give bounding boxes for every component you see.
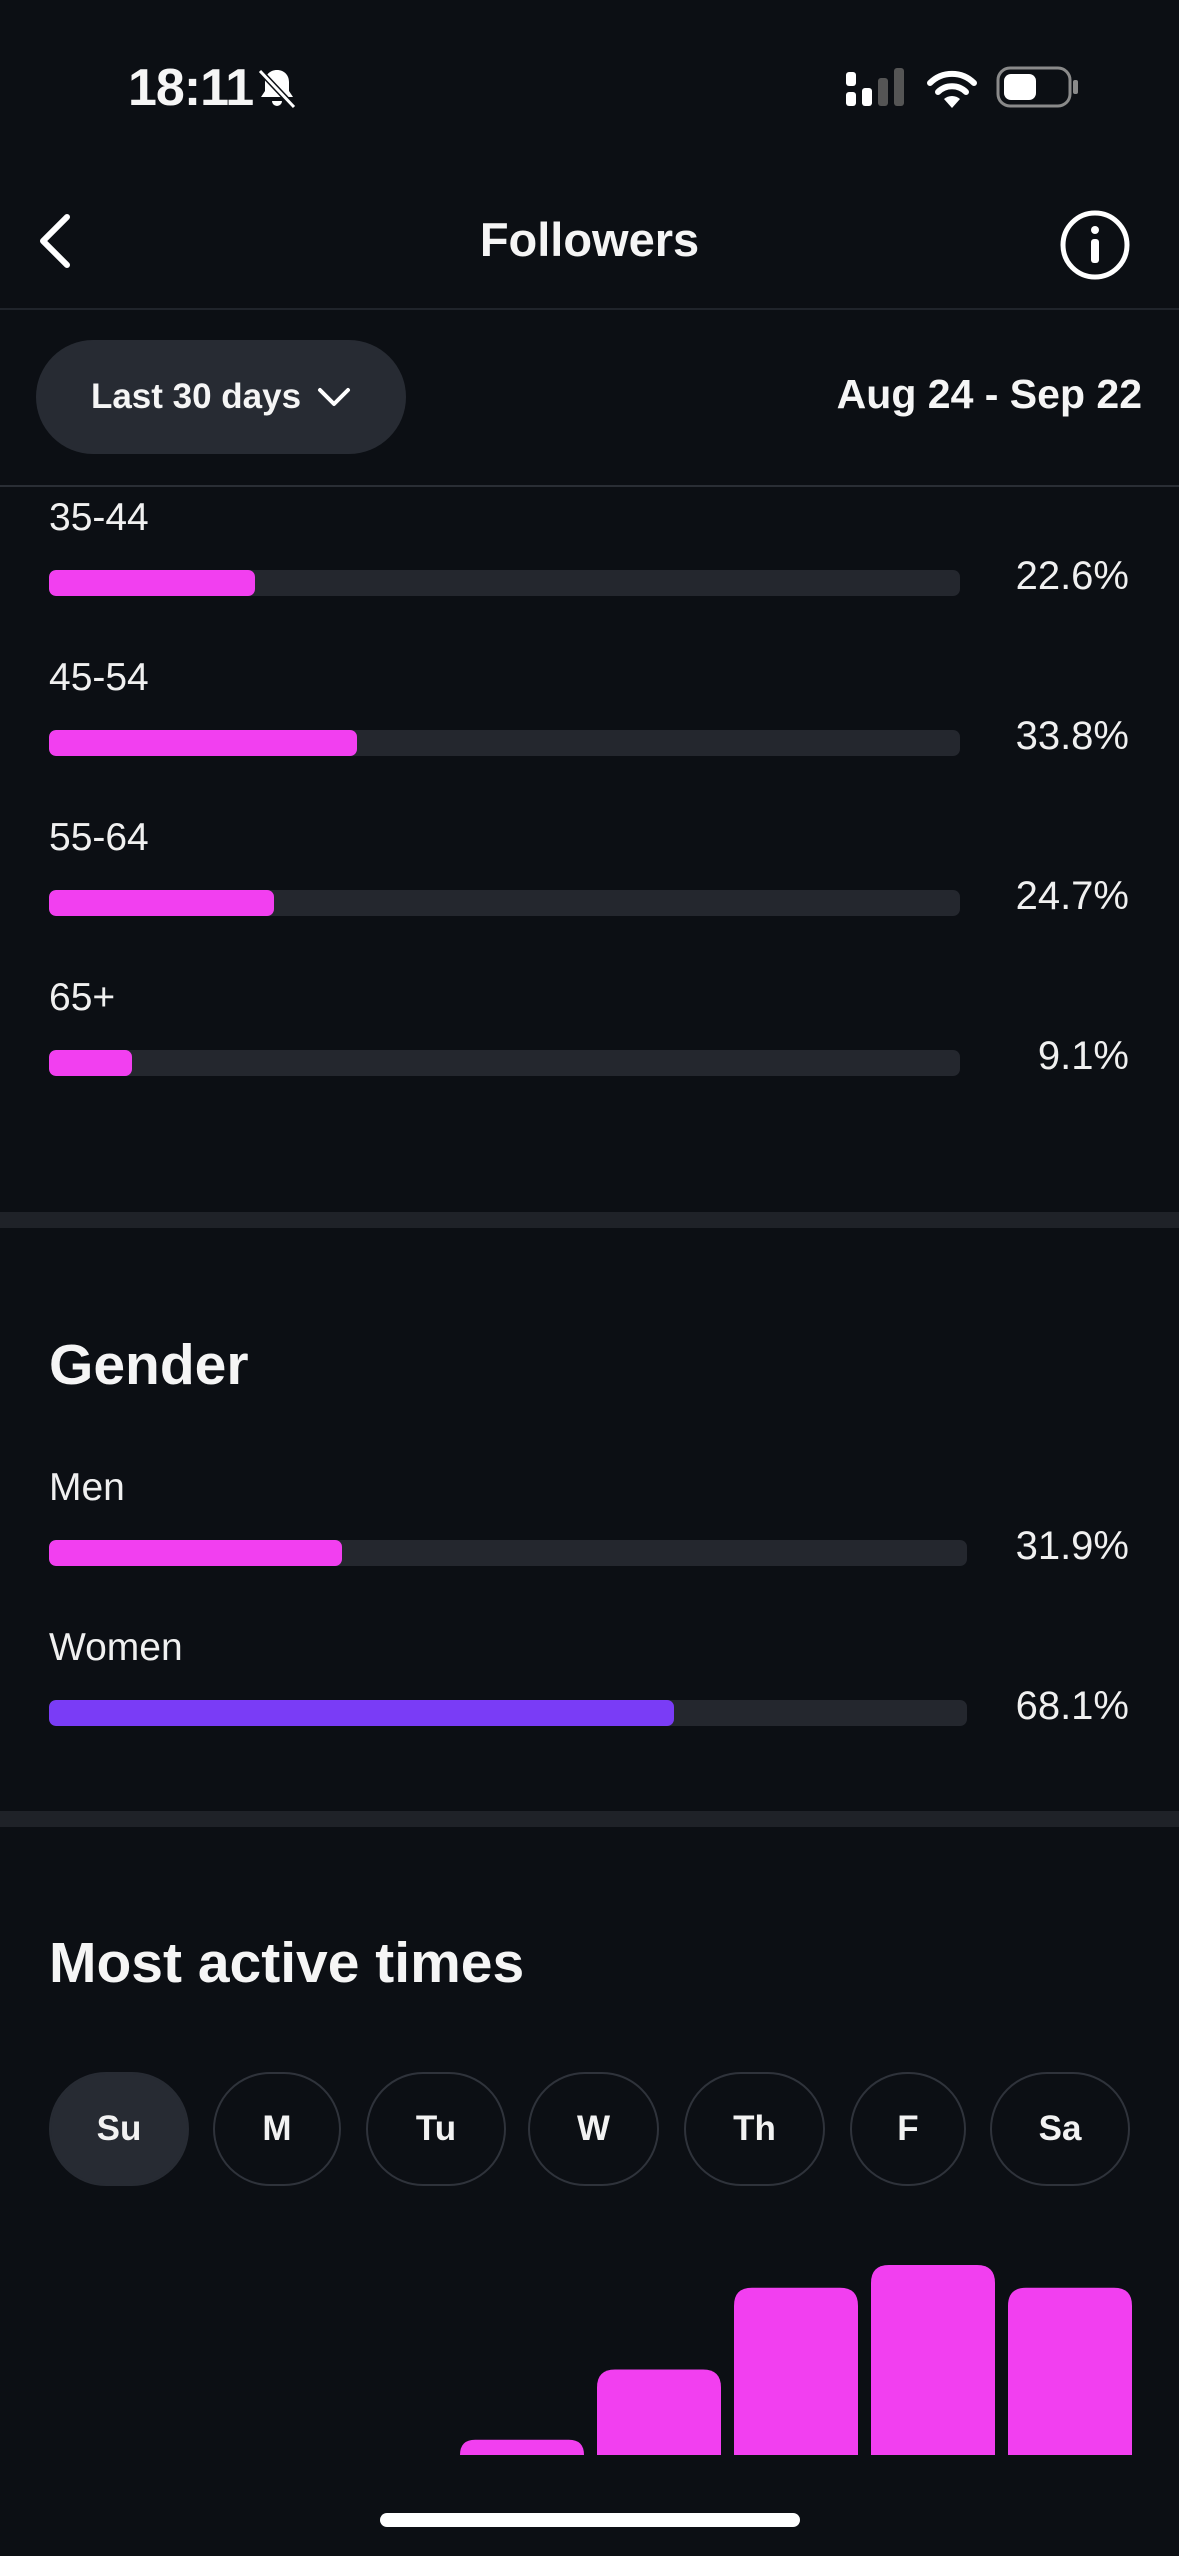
age-bar-fill: [49, 570, 255, 596]
age-row: 35-44 22.6%: [0, 496, 1179, 616]
gender-bar-track: [49, 1540, 967, 1566]
gender-label: Women: [49, 1626, 183, 1669]
age-bar-track: [49, 1050, 960, 1076]
day-chip-thursday[interactable]: Th: [684, 2072, 825, 2186]
date-range-text: Aug 24 - Sep 22: [836, 371, 1142, 417]
gender-bar-fill: [49, 1540, 342, 1566]
age-row: 65+ 9.1%: [0, 976, 1179, 1096]
info-button[interactable]: [1058, 208, 1132, 282]
gender-heading: Gender: [49, 1333, 249, 1397]
gender-percent: 31.9%: [1015, 1524, 1129, 1568]
day-chip-sunday[interactable]: Su: [49, 2072, 189, 2186]
age-bar-track: [49, 890, 960, 916]
age-bar-track: [49, 730, 960, 756]
back-button[interactable]: [20, 206, 90, 276]
day-chip-wednesday[interactable]: W: [528, 2072, 659, 2186]
gender-label: Men: [49, 1466, 125, 1509]
day-chip-monday[interactable]: M: [213, 2072, 341, 2186]
date-range-dropdown-label: Last 30 days: [90, 377, 302, 416]
active-time-bar: [871, 2265, 995, 2455]
age-percent: 9.1%: [1037, 1034, 1129, 1078]
age-bar-track: [49, 570, 960, 596]
battery-icon: [996, 66, 1078, 108]
active-time-bar: [460, 2439, 584, 2455]
page-title: Followers: [479, 213, 700, 266]
status-time: 18:11: [128, 59, 254, 117]
age-label: 35-44: [49, 496, 149, 539]
age-bar-fill: [49, 890, 275, 916]
active-time-bar: [734, 2287, 858, 2455]
day-chip-saturday[interactable]: Sa: [990, 2072, 1130, 2186]
bell-off-icon: [257, 68, 297, 110]
age-label: 65+: [49, 976, 116, 1019]
age-bar-fill: [49, 730, 357, 756]
date-range-dropdown[interactable]: Last 30 days: [36, 340, 406, 454]
age-label: 45-54: [49, 656, 149, 699]
age-percent: 22.6%: [1015, 554, 1129, 598]
header-divider: [0, 308, 1179, 310]
filter-divider: [0, 485, 1179, 487]
wifi-icon: [927, 70, 977, 108]
day-chip-tuesday[interactable]: Tu: [366, 2072, 506, 2186]
age-label: 55-64: [49, 816, 149, 859]
gender-bar-track: [49, 1700, 967, 1726]
section-divider: [0, 1212, 1179, 1228]
age-percent: 33.8%: [1015, 714, 1129, 758]
section-divider: [0, 1811, 1179, 1827]
age-bar-fill: [49, 1050, 132, 1076]
most-active-times-heading: Most active times: [49, 1931, 525, 1995]
age-percent: 24.7%: [1015, 874, 1129, 918]
home-indicator: [380, 2513, 800, 2527]
chevron-left-icon: [40, 214, 70, 268]
cellular-signal-icon: [846, 68, 904, 106]
gender-bar-fill: [49, 1700, 675, 1726]
gender-row-women: Women 68.1%: [0, 1626, 1179, 1746]
day-chip-friday[interactable]: F: [850, 2072, 966, 2186]
age-row: 45-54 33.8%: [0, 656, 1179, 776]
active-time-bar: [597, 2369, 721, 2455]
gender-percent: 68.1%: [1015, 1684, 1129, 1728]
gender-row-men: Men 31.9%: [0, 1466, 1179, 1586]
age-row: 55-64 24.7%: [0, 816, 1179, 936]
chevron-down-icon: [318, 388, 351, 406]
active-time-bar: [1008, 2287, 1132, 2455]
active-times-bar-chart: [460, 2265, 1132, 2455]
